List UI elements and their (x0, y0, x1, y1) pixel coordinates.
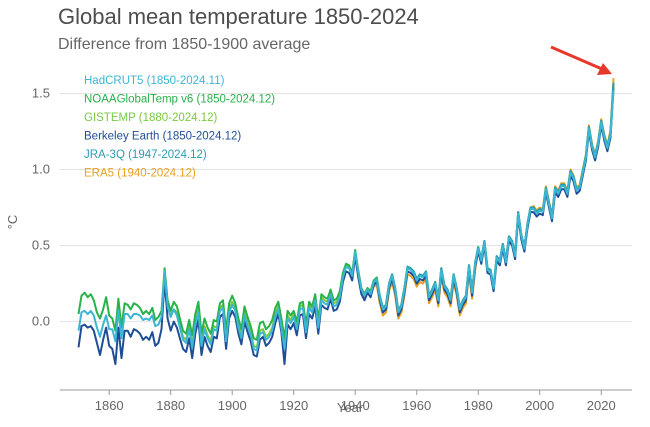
x-axis-ticks: 1860 1880 1900 1920 1940 1960 1980 2000 2020 (95, 390, 616, 413)
y-tick-label: 1.0 (32, 161, 50, 176)
legend: HadCRUT5 (1850-2024.11) NOAAGlobalTemp v6… (84, 75, 275, 180)
series-line (77, 87, 615, 366)
x-tick-label: 1940 (341, 398, 370, 413)
legend-entry: JRA-3Q (1947-2024.12) (84, 149, 207, 161)
x-tick-label: 1860 (95, 398, 124, 413)
y-tick-label: 1.5 (32, 85, 50, 100)
series-lines (77, 78, 615, 366)
annotation-arrow-icon (550, 45, 612, 75)
x-tick-label: 1880 (156, 398, 185, 413)
series-line (77, 90, 615, 352)
x-tick-label: 2000 (525, 398, 554, 413)
y-axis-ticks: 0.0 0.5 1.0 1.5 (32, 85, 50, 328)
legend-entry: Berkeley Earth (1850-2024.12) (84, 131, 241, 143)
legend-entry: GISTEMP (1880-2024.12) (84, 112, 218, 124)
x-tick-label: 1920 (279, 398, 308, 413)
y-axis-label: °C (5, 215, 20, 230)
x-tick-label: 2020 (587, 398, 616, 413)
chart-title: Global mean temperature 1850-2024 (58, 4, 419, 29)
y-tick-label: 0.5 (32, 238, 50, 253)
x-tick-label: 1960 (402, 398, 431, 413)
grid (60, 92, 632, 323)
legend-entry: HadCRUT5 (1850-2024.11) (84, 75, 225, 87)
x-tick-label: 1980 (464, 398, 493, 413)
x-axis-label: Year (337, 400, 364, 415)
chart-subtitle: Difference from 1850-1900 average (58, 36, 311, 53)
y-tick-label: 0.0 (32, 314, 50, 329)
legend-entry: ERA5 (1940-2024.12) (84, 168, 196, 180)
x-tick-label: 1900 (218, 398, 247, 413)
legend-entry: NOAAGlobalTemp v6 (1850-2024.12) (84, 94, 275, 106)
